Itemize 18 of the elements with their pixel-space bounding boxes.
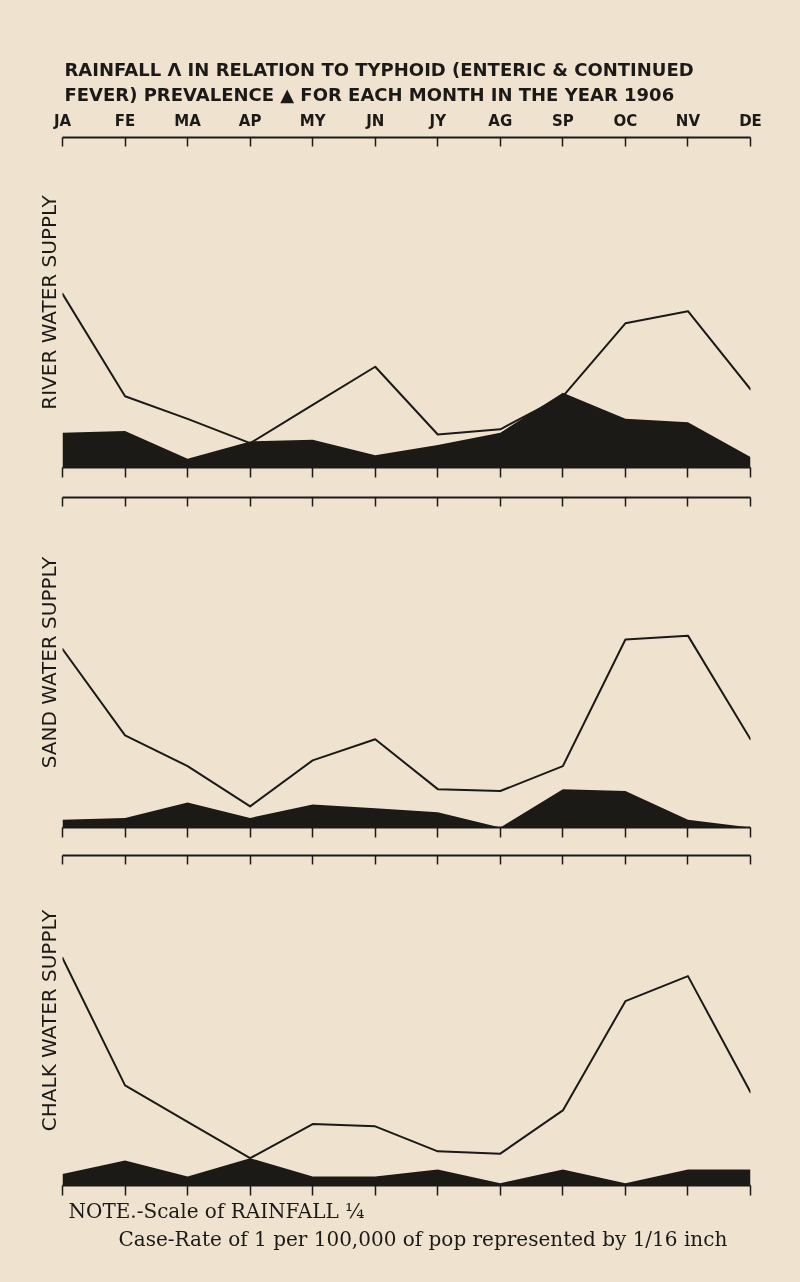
y-axis-title: SAND WATER SUPPLY: [36, 555, 61, 769]
x-tick-label: MY: [299, 111, 327, 130]
x-tick-label: OC: [613, 111, 638, 130]
x-tick-label: JA: [52, 111, 72, 130]
x-tick-label: AP: [238, 111, 262, 130]
x-tick-label: JN: [365, 111, 385, 130]
x-tick-label: NV: [675, 111, 701, 130]
x-tick-label: JY: [428, 111, 448, 130]
y-axis-title: CHALK WATER SUPPLY: [36, 909, 61, 1132]
x-tick-label: AG: [488, 111, 513, 130]
x-tick-label: MA: [174, 111, 202, 130]
y-axis-title: RIVER WATER SUPPLY: [36, 194, 61, 410]
chart-title: RAINFALL Λ IN RELATION TO TYPHOID (ENTERIC & CONTINUED FEVER) PREVALENCE ▲ FOR EACH MONTH IN THE YEAR 1906: [64, 59, 694, 106]
text: NOTE.-Scale of RAINFALL ¼: [68, 1198, 365, 1223]
x-tick-label: FE: [114, 111, 136, 130]
x-tick-label: DE: [739, 111, 762, 130]
x-tick-label: SP: [551, 111, 574, 130]
text: Case-Rate of 1 per 100,000 of pop represented by 1/16 inch: [118, 1226, 728, 1251]
